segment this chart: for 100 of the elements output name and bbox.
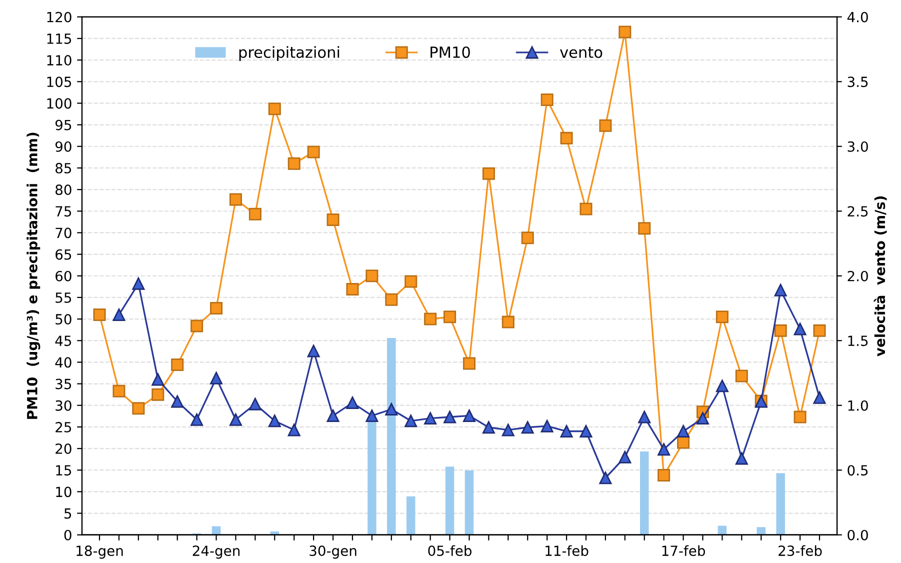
y2-tick-label: 0.5 (848, 465, 868, 476)
y-tick-label: 15 (56, 465, 72, 476)
point (716, 380, 728, 392)
y-tick-label: 50 (56, 314, 72, 325)
y-tick-label: 90 (55, 141, 72, 152)
y2-tick-label: 1.0 (848, 400, 868, 411)
point (229, 413, 242, 426)
point (638, 222, 651, 235)
y2-tick-label: 0.0 (848, 530, 868, 540)
point (716, 310, 728, 324)
y2-tick-label: 3.5 (848, 76, 868, 88)
y2-tick-label: 3.0 (848, 141, 868, 152)
point (307, 344, 320, 358)
point (268, 102, 281, 116)
y-tick-label: 0 (64, 530, 72, 540)
point (93, 308, 106, 321)
point (424, 312, 437, 326)
bar (776, 473, 785, 535)
y-tick-label: 115 (47, 34, 72, 44)
bar (464, 470, 474, 535)
x-tick-label: 30-gen (310, 546, 356, 559)
y-tick-label: 10 (56, 486, 72, 498)
point (794, 322, 806, 336)
x-tick-label: 17-feb (662, 545, 706, 556)
point (521, 421, 534, 434)
point (171, 395, 184, 408)
point (229, 193, 242, 206)
y-tick-label: 25 (56, 422, 72, 432)
point (190, 413, 204, 426)
point (385, 402, 398, 416)
y-tick-label: 5 (64, 508, 72, 519)
point (580, 425, 592, 438)
point (618, 450, 632, 464)
legend-label: PM10 (430, 46, 470, 58)
point (171, 358, 184, 372)
x-tick-label: 18-gen (76, 546, 123, 559)
legend-label: vento (560, 47, 602, 58)
point (560, 425, 573, 438)
y-tick-label: 20 (56, 443, 72, 454)
bar (640, 452, 649, 535)
y-tick-label: 30 (56, 400, 72, 411)
y-tick-label: 40 (55, 357, 72, 368)
point (482, 167, 495, 180)
point (735, 452, 748, 465)
y-axis-title: PM10 (ug/m³) e precipitazioni (mm) (26, 132, 40, 419)
point (658, 469, 670, 482)
legend-label: precipitazioni (239, 46, 340, 61)
y-tick-label: 55 (56, 292, 72, 303)
point (540, 94, 554, 106)
point (248, 398, 262, 410)
y-tick-label: 70 (56, 228, 72, 238)
bar (445, 466, 454, 535)
point (462, 409, 476, 422)
point (794, 410, 806, 424)
point (658, 443, 670, 456)
point (677, 425, 690, 438)
y-tick-label: 65 (56, 249, 72, 260)
point (560, 132, 573, 144)
x-tick-label: 05-feb (428, 545, 472, 556)
point (735, 370, 748, 382)
y-tick-label: 120 (47, 12, 72, 22)
point (268, 414, 281, 428)
point (424, 412, 437, 425)
point (112, 308, 126, 321)
y-tick-label: 100 (47, 98, 72, 109)
point (502, 316, 514, 328)
y-tick-label: 85 (56, 162, 72, 174)
point (152, 373, 164, 386)
point (462, 357, 476, 370)
point (248, 208, 262, 220)
point (307, 146, 320, 158)
point (774, 284, 787, 296)
point (404, 275, 418, 288)
y2-tick-label: 2.5 (848, 206, 868, 217)
point (132, 277, 145, 290)
y2-axis-title: velocità vento (m/s) (874, 196, 887, 356)
point (288, 157, 300, 170)
point (326, 409, 340, 422)
y-tick-label: 105 (47, 76, 72, 88)
point (444, 410, 456, 424)
point (366, 409, 378, 422)
point (599, 119, 612, 132)
point (696, 412, 710, 425)
x-tick-label: 11-feb (546, 545, 588, 556)
point (210, 302, 223, 314)
point (580, 202, 592, 216)
point (210, 372, 223, 384)
point (385, 293, 398, 306)
point (502, 424, 514, 436)
y-tick-label: 110 (47, 55, 72, 66)
y-tick-label: 60 (56, 270, 72, 282)
bar (756, 527, 766, 535)
point (346, 396, 359, 410)
y2-tick-label: 2.0 (848, 270, 868, 282)
y-tick-label: 35 (56, 378, 72, 390)
point (326, 214, 340, 226)
bar (406, 496, 416, 535)
point (618, 26, 632, 38)
y-tick-label: 45 (55, 336, 72, 346)
bar (212, 526, 221, 535)
